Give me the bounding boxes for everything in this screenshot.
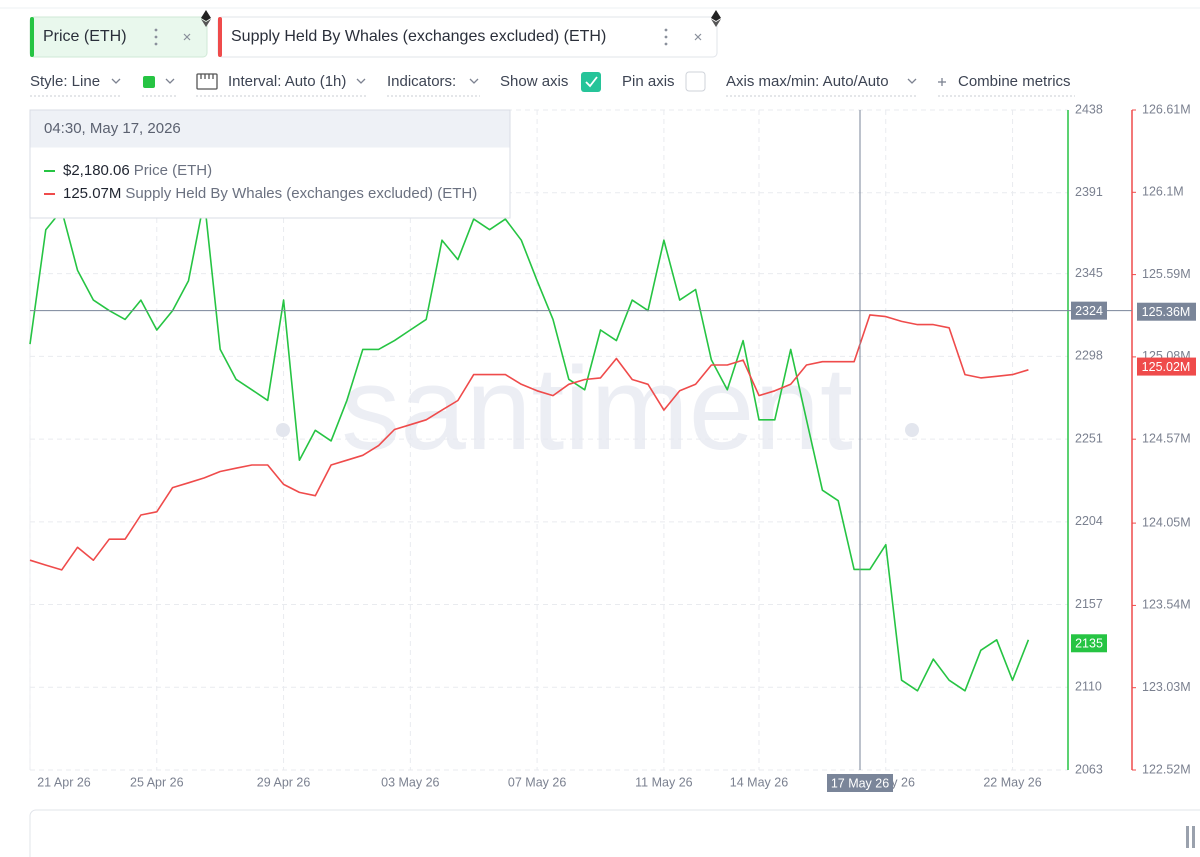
x-tick-label: 29 Apr 26 — [257, 775, 311, 789]
y-tick-label: 2204 — [1075, 514, 1103, 528]
tooltip-value: 125.07M — [63, 185, 121, 202]
close-icon[interactable] — [694, 33, 702, 41]
toolbar: Style: Line Interval: Auto (1h) Indicato… — [30, 71, 1075, 97]
y2-tick-label: 122.52M — [1142, 762, 1191, 776]
y-tick-label: 2063 — [1075, 762, 1103, 776]
series-line — [29, 314, 1029, 571]
tooltip-row: $2,180.06 Price (ETH) — [63, 162, 212, 179]
eth-icon — [201, 19, 211, 27]
y2-tick-label: 126.61M — [1142, 102, 1191, 116]
x-tick-label: 21 Apr 26 — [37, 775, 91, 789]
tooltip: 04:30, May 17, 2026 $2,180.06 Price (ETH) 1… — [29, 109, 511, 219]
y-tick-label: 2157 — [1075, 597, 1103, 611]
x-tick-label: 14 May 26 — [730, 775, 788, 789]
crosshair-y-box — [1071, 301, 1107, 320]
last-price-box — [1071, 634, 1107, 653]
x-tick-label: 07 May 26 — [508, 775, 566, 789]
color-swatch[interactable] — [143, 76, 155, 88]
check-mark — [585, 76, 598, 88]
eth-icon — [711, 10, 721, 21]
y2-tick-label: 126.1M — [1142, 185, 1184, 199]
tab-label: Price (ETH) — [43, 28, 127, 45]
y-tick-label: 2110 — [1075, 680, 1102, 694]
show-axis-label: Show axis — [500, 73, 568, 90]
y-tick-label: 2298 — [1075, 349, 1103, 363]
watermark: santiment — [341, 343, 853, 475]
last-whales-box — [1137, 357, 1196, 376]
eth-icon — [711, 19, 721, 27]
x-tick-label: 03 May 26 — [381, 775, 439, 789]
metric-tab[interactable]: Price (ETH) — [29, 10, 211, 58]
interval-select[interactable]: Interval: Auto (1h) — [228, 73, 346, 90]
tab-accent — [30, 17, 34, 57]
tab-accent — [218, 17, 222, 57]
x-tick-label: 22 May 26 — [983, 775, 1041, 789]
combine-metrics[interactable]: Combine metrics — [958, 73, 1071, 90]
y-tick-label: 2438 — [1075, 102, 1103, 116]
y-tick-label: 2391 — [1075, 185, 1103, 199]
tooltip-series-name: Supply Held By Whales (exchanges exclude… — [125, 185, 477, 202]
tooltip-row: 125.07M Supply Held By Whales (exchanges … — [63, 185, 477, 202]
show-axis-checkbox[interactable] — [581, 72, 601, 92]
watermark-dot — [905, 423, 919, 437]
y2-tick-label: 124.57M — [1142, 431, 1191, 445]
plus-icon — [938, 78, 946, 86]
last-whales-label: 125.02M — [1142, 360, 1191, 374]
y2-tick-label: 123.54M — [1142, 598, 1191, 612]
tooltip-value: $2,180.06 — [63, 162, 130, 179]
navigator-handle[interactable] — [1186, 826, 1195, 848]
x-tick-label: 11 May 26 — [635, 775, 692, 789]
metric-tab[interactable]: Supply Held By Whales (exchanges exclude… — [217, 10, 721, 58]
crosshair-y2-box — [1137, 302, 1196, 321]
tooltip-title: 04:30, May 17, 2026 — [44, 120, 181, 137]
y2-tick-label: 125.59M — [1142, 267, 1191, 281]
menu-icon[interactable] — [154, 28, 158, 46]
interval-icon — [196, 73, 218, 90]
tooltip-header — [30, 110, 510, 148]
series-line — [29, 199, 1030, 692]
watermark-dot — [276, 423, 290, 437]
y2-tick-label: 124.05M — [1142, 515, 1191, 529]
x-tick-label: 25 Apr 26 — [130, 775, 184, 789]
pin-axis-label: Pin axis — [622, 73, 675, 90]
pin-axis-checkbox[interactable] — [685, 71, 706, 92]
axis-maxmin-select[interactable]: Axis max/min: Auto/Auto — [726, 73, 889, 90]
eth-icon — [201, 10, 211, 21]
crosshair-x-label: 17 May 26 — [831, 776, 889, 790]
crosshair-x-box — [827, 774, 894, 792]
navigator[interactable] — [29, 809, 1200, 857]
y-tick-label: 2345 — [1075, 266, 1103, 280]
tab-label: Supply Held By Whales (exchanges exclude… — [231, 28, 606, 45]
last-price-label: 2135 — [1075, 637, 1103, 651]
plot-area: 21 Apr 26 25 Apr 26 29 Apr 26 03 May 26 07 M… — [29, 102, 1196, 792]
close-icon[interactable] — [183, 33, 191, 41]
indicators-select[interactable]: Indicators: — [387, 73, 456, 90]
crosshair-y-label: 2324 — [1075, 304, 1103, 318]
tooltip-series-name: Price (ETH) — [134, 162, 212, 179]
y-tick-label: 2251 — [1075, 431, 1103, 445]
crosshair-y2-label: 125.36M — [1142, 305, 1191, 319]
style-select[interactable]: Style: Line — [30, 73, 100, 90]
menu-icon[interactable] — [664, 28, 668, 46]
y2-tick-label: 123.03M — [1142, 680, 1191, 694]
chevrons — [111, 78, 917, 84]
